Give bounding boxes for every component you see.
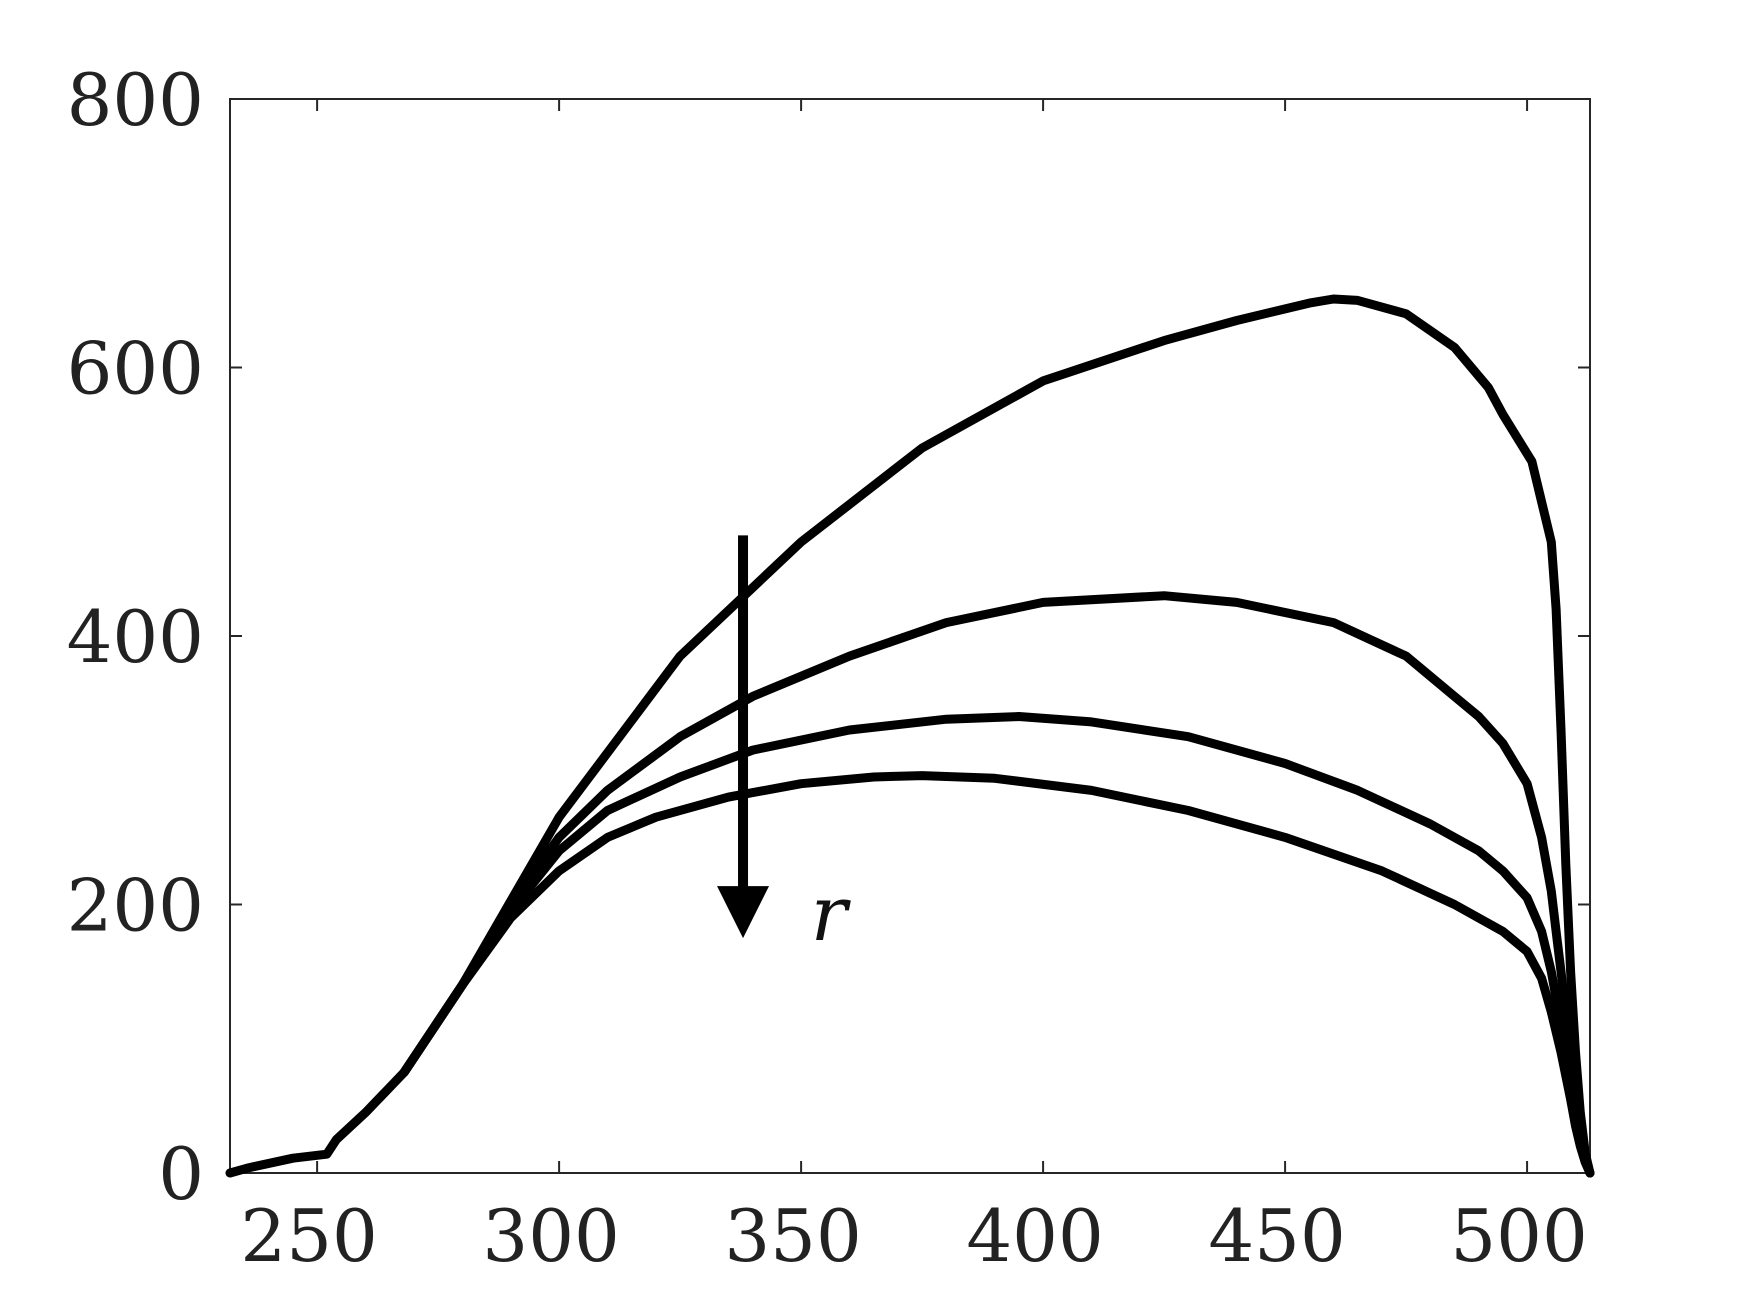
series-line-1	[225, 294, 1595, 1178]
series-line-4	[399, 771, 1595, 1178]
arrow-head	[717, 886, 770, 939]
x-tick-label: 500	[1450, 1194, 1587, 1278]
x-tick-label: 350	[724, 1194, 861, 1278]
axes: 250 300 350 400 450 500 0 200 400 600 800	[67, 58, 1591, 1278]
y-tick-label: 200	[67, 864, 204, 948]
y-tick-label: 600	[67, 327, 204, 411]
series-line-2	[399, 591, 1595, 1178]
x-tick-label: 250	[240, 1194, 377, 1278]
y-tick-label: 0	[158, 1132, 204, 1216]
x-tick-label: 400	[966, 1194, 1103, 1278]
x-tick-label: 450	[1208, 1194, 1345, 1278]
annotation-label: r	[811, 869, 852, 958]
annotation: r	[717, 535, 852, 958]
y-tick-label: 800	[67, 58, 204, 142]
y-tick-label: 400	[67, 595, 204, 679]
x-tick-label: 300	[482, 1194, 619, 1278]
series-lines	[225, 294, 1595, 1178]
